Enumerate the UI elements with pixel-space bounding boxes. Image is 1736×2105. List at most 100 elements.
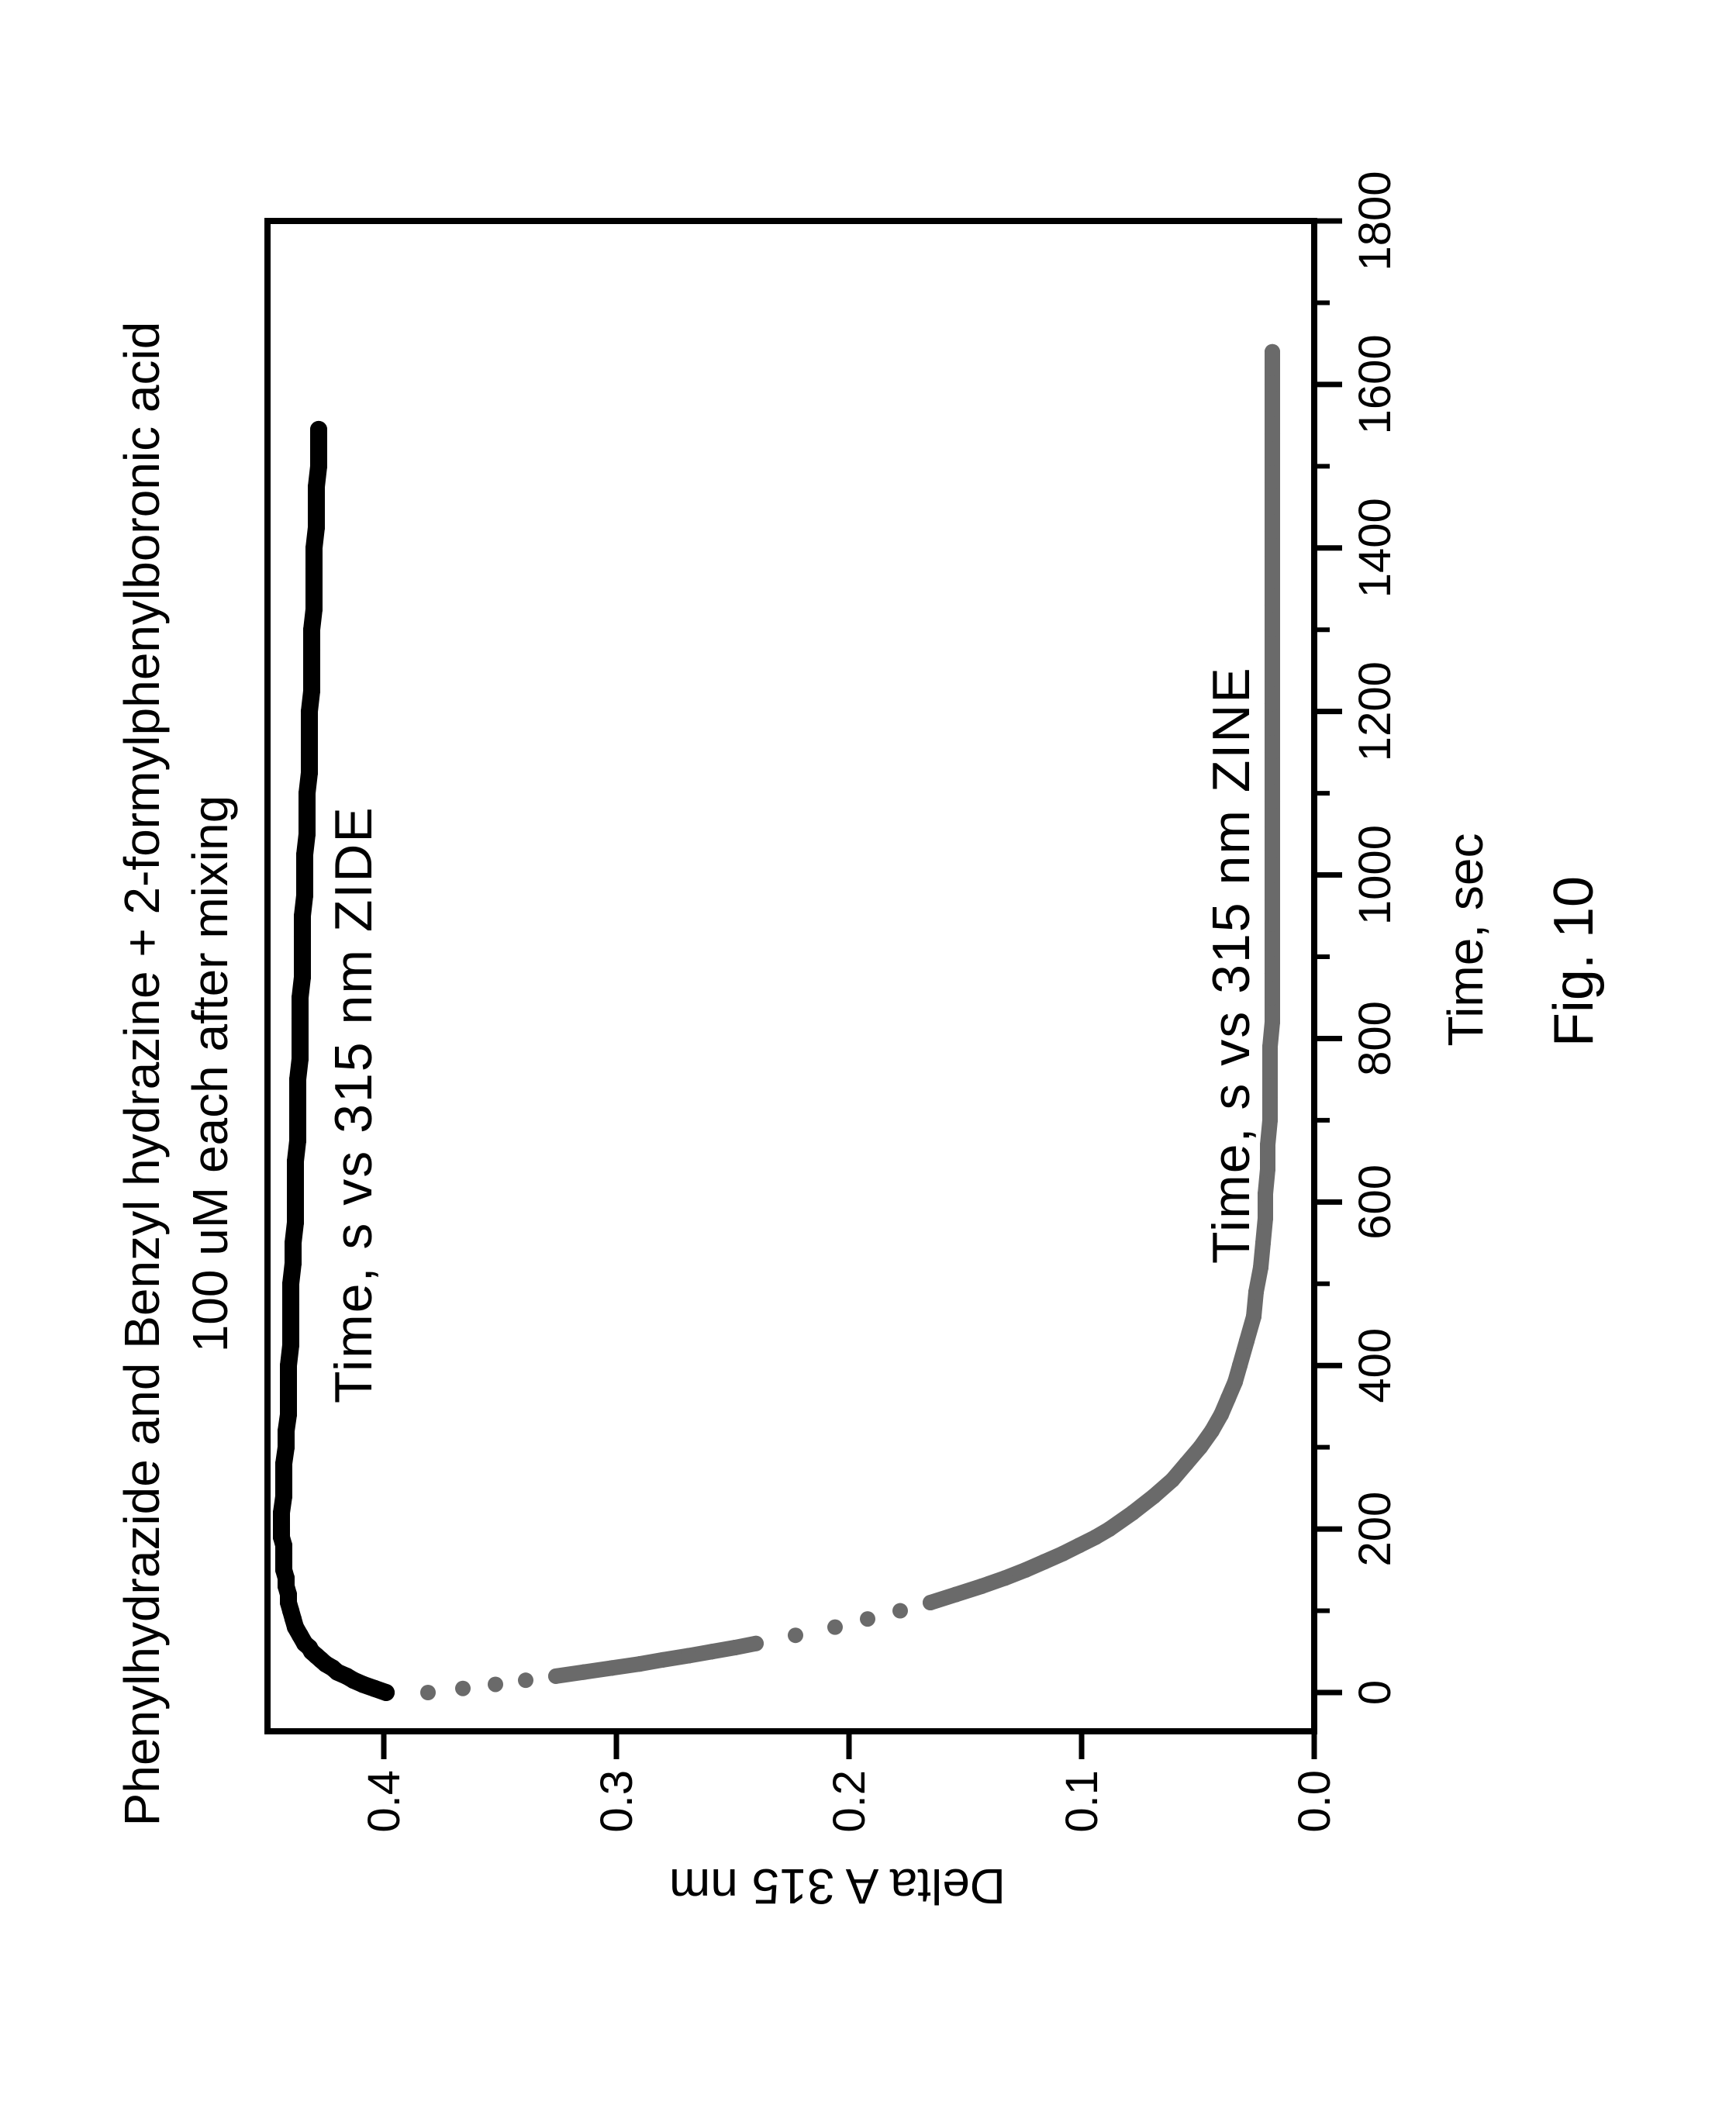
data-point [1239,1333,1255,1349]
data-point [1265,360,1280,376]
data-point [287,1193,304,1211]
data-point [1265,671,1280,687]
data-point [275,1487,292,1505]
data-point [289,1091,306,1109]
data-point [748,1635,764,1651]
series-label-zine: Time, s vs 315 nm ZINE [1202,666,1261,1264]
series-zide [273,420,395,1701]
data-point [299,825,316,843]
data-point [1265,744,1280,761]
data-point [294,907,311,925]
data-point [275,1471,292,1489]
data-point [301,764,318,782]
data-point [289,1132,306,1150]
data-point [278,1438,295,1456]
data-point [1232,1358,1248,1374]
data-point [1265,940,1280,957]
data-point [310,420,327,438]
data-point [275,1455,292,1472]
data-point [308,478,325,495]
data-point [948,1586,964,1603]
data-point [305,600,323,618]
data-point [1265,474,1280,491]
data-point [576,1664,592,1680]
data-point [1262,1063,1278,1079]
x-tick-label: 1200 [1350,661,1400,761]
data-point [704,1644,720,1660]
data-point [1262,1112,1278,1128]
data-point [1055,1545,1071,1561]
data-point [303,661,320,679]
data-point [289,1071,306,1089]
data-point [294,948,311,965]
y-tick-label: 0.1 [1057,1770,1107,1833]
data-point [1265,597,1280,613]
data-point [1265,376,1280,392]
data-point [310,437,327,454]
data-point [1146,1488,1161,1504]
data-point [727,1640,743,1656]
data-point [303,621,320,639]
data-point [292,1009,309,1027]
data-point [923,1595,938,1611]
data-point [299,785,316,802]
chart-title-line2: 100 uM each after mixing [182,795,238,1353]
data-point [1265,842,1280,858]
x-axis-ticks: 0 200 400 600 800 1000 1200 1400 1600 1800 [1314,171,1400,1705]
data-point [294,927,311,945]
data-point [296,846,313,864]
data-point [305,580,323,598]
data-point [1265,622,1280,638]
data-point [280,1373,297,1391]
x-tick-label: 0 [1350,1680,1400,1705]
data-point [282,1275,299,1292]
data-point [1179,1455,1194,1472]
data-point [299,805,316,823]
data-point [303,641,320,659]
data-point [278,1422,295,1440]
data-point [289,1111,306,1129]
data-point [287,1172,304,1190]
data-point [1258,1185,1273,1202]
data-point [455,1680,471,1696]
x-tick-label: 1800 [1350,171,1400,271]
y-tick-label: 0.2 [824,1770,875,1833]
data-point [1260,1161,1275,1178]
y-axis-ticks: 0.0 0.1 0.2 0.3 0.4 [359,1731,1340,1833]
data-point [296,886,313,904]
figure-number: Fig. 10 [1543,875,1605,1047]
data-point [655,1651,671,1668]
data-point [1265,965,1280,982]
x-tick-label: 1000 [1350,825,1400,925]
data-point [1265,1014,1280,1030]
data-point [1088,1529,1103,1545]
data-point [1265,818,1280,834]
data-point [282,1316,299,1334]
chart-title-line1: Phenylhydrazide and Benzyl hydrazine + 2… [114,321,170,1827]
data-point [285,1254,302,1272]
x-tick-label: 800 [1350,1001,1400,1076]
data-point [1265,523,1280,540]
data-point [1265,426,1280,442]
data-point [1220,1390,1236,1406]
data-point [282,1296,299,1313]
data-point [1260,1137,1275,1153]
data-point [788,1627,803,1644]
data-point [1102,1521,1117,1537]
data-point [305,560,323,578]
data-point [1072,1537,1087,1554]
data-point [1227,1374,1243,1390]
data-point [1246,1308,1261,1324]
data-point [1265,572,1280,588]
data-point [860,1611,875,1627]
x-axis-title: Time, sec [1437,833,1493,1047]
data-point [1265,916,1280,932]
data-point [1248,1284,1264,1300]
data-point [1262,1038,1278,1054]
data-point [305,539,323,557]
data-point [1253,1259,1268,1275]
data-point [1037,1554,1052,1570]
data-point [1204,1423,1220,1439]
data-point [292,1050,309,1068]
